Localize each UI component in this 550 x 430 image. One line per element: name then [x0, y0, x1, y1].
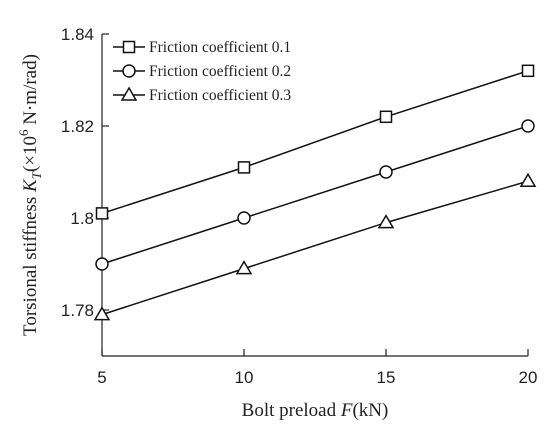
data-point-triangle: [235, 260, 253, 275]
x-axis-title-prefix: Bolt preload: [242, 400, 341, 421]
legend: Friction coefficient 0.1 Friction coeffic…: [113, 39, 291, 104]
y-axis-title: Torsional stiffness KT(×106 N·m/rad): [16, 54, 44, 336]
axes: [101, 34, 528, 357]
y-axis-title-scale: (×10: [20, 136, 41, 172]
data-point-circle: [379, 165, 393, 179]
data-point-circle: [521, 119, 535, 133]
series-line: [101, 70, 529, 215]
y-axis-title-variable: K: [20, 178, 41, 193]
legend-item: Friction coefficient 0.3: [113, 86, 291, 104]
series-1: [95, 64, 535, 220]
ticks: 5 10 15 20 1.78 1.8 1.82 1.84: [61, 25, 538, 387]
data-point-triangle: [519, 172, 537, 187]
y-tick-label: 1.82: [61, 117, 94, 136]
series-line: [101, 180, 529, 316]
data-point-square: [95, 207, 109, 220]
series-3: [93, 172, 537, 321]
x-tick-label: 10: [235, 368, 254, 387]
series-layer: [93, 64, 537, 321]
data-point-triangle: [377, 214, 395, 229]
data-point-circle: [237, 211, 251, 225]
data-point-square: [379, 110, 393, 124]
x-tick-label: 20: [519, 368, 538, 387]
legend-item: Friction coefficient 0.1: [113, 39, 291, 56]
x-tick-label: 15: [377, 368, 396, 387]
y-tick-label: 1.8: [70, 209, 94, 228]
data-point-triangle: [93, 306, 111, 321]
x-axis-title-unit: (kN): [352, 400, 388, 421]
x-axis-title-variable: F: [340, 400, 353, 421]
legend-marker-circle: [122, 64, 136, 78]
legend-marker-triangle: [120, 86, 138, 101]
x-tick-label: 5: [97, 368, 106, 387]
y-axis-title-exponent: 6: [16, 129, 31, 136]
legend-marker-square: [122, 40, 136, 54]
legend-label: Friction coefficient 0.1: [149, 39, 291, 56]
data-point-square: [521, 64, 535, 78]
y-tick-label: 1.84: [61, 25, 94, 44]
series-2: [95, 119, 535, 271]
legend-label: Friction coefficient 0.2: [149, 63, 291, 80]
legend-label: Friction coefficient 0.3: [149, 87, 291, 104]
legend-item: Friction coefficient 0.2: [113, 63, 291, 80]
series-line: [101, 125, 529, 265]
y-axis-title-unit: N·m/rad): [20, 54, 41, 129]
y-axis-title-subscript: T: [29, 171, 44, 179]
data-point-circle: [95, 257, 109, 271]
y-tick-label: 1.78: [61, 301, 94, 320]
y-axis-title-prefix: Torsional stiffness: [20, 192, 41, 336]
data-point-square: [237, 161, 251, 174]
x-axis-title: Bolt preload F(kN): [242, 400, 389, 421]
